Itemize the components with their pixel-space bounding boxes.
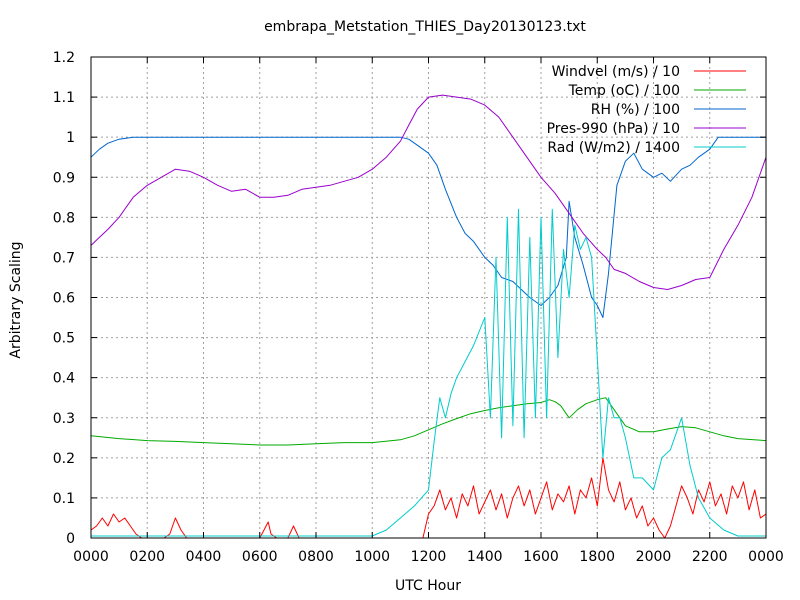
series-line-5 [91,208,766,537]
x-tick-label: 0000 [748,549,784,565]
x-tick-label: 0600 [242,549,278,565]
x-tick-label: 1200 [411,549,447,565]
y-tick-label: 0 [66,531,75,547]
series-line-1 [90,457,767,539]
y-tick-label: 1.2 [53,50,75,66]
legend-label: RH (%) / 100 [591,102,680,118]
x-tick-label: 2000 [636,549,672,565]
series-line-3 [90,136,766,318]
y-tick-label: 0.4 [53,371,75,387]
chart-title: embrapa_Metstation_THIES_Day20130123.txt [264,19,586,35]
series-line-4 [90,94,767,290]
y-tick-label: 0.7 [53,250,75,266]
y-tick-label: 1 [66,130,75,146]
x-tick-label: 0800 [298,549,334,565]
y-tick-label: 0.1 [53,491,75,507]
x-tick-label: 1400 [467,549,503,565]
axis-ticks: 0000 0200 0400 0600 0800 1000 1200 1400 1600 1800… [53,50,784,565]
x-tick-label: 1800 [579,549,615,565]
x-tick-label: 1600 [523,549,559,565]
x-tick-label: 1000 [354,549,390,565]
y-tick-label: 0.3 [53,411,75,427]
y-tick-label: 1.1 [53,90,75,106]
y-tick-label: 0.5 [53,331,75,347]
legend: Windvel (m/s) / 10 Temp (oC) / 100 RH (%) … [547,64,746,156]
legend-label: Temp (oC) / 100 [568,83,680,99]
x-tick-label: 0400 [186,549,222,565]
x-axis-label: UTC Hour [395,578,461,594]
legend-label: Rad (W/m2) / 1400 [547,140,680,156]
series-layer [90,94,767,539]
y-tick-label: 0.6 [53,291,75,307]
y-tick-label: 0.2 [53,451,75,467]
x-tick-label: 0000 [73,549,109,565]
legend-label: Pres-990 (hPa) / 10 [547,121,680,137]
series-line-2 [90,397,767,446]
x-tick-label: 0200 [129,549,165,565]
legend-label: Windvel (m/s) / 10 [552,64,680,80]
y-tick-label: 0.9 [53,170,75,186]
y-axis-label: Arbitrary Scaling [8,241,24,358]
y-tick-label: 0.8 [53,210,75,226]
x-tick-label: 2200 [692,549,728,565]
